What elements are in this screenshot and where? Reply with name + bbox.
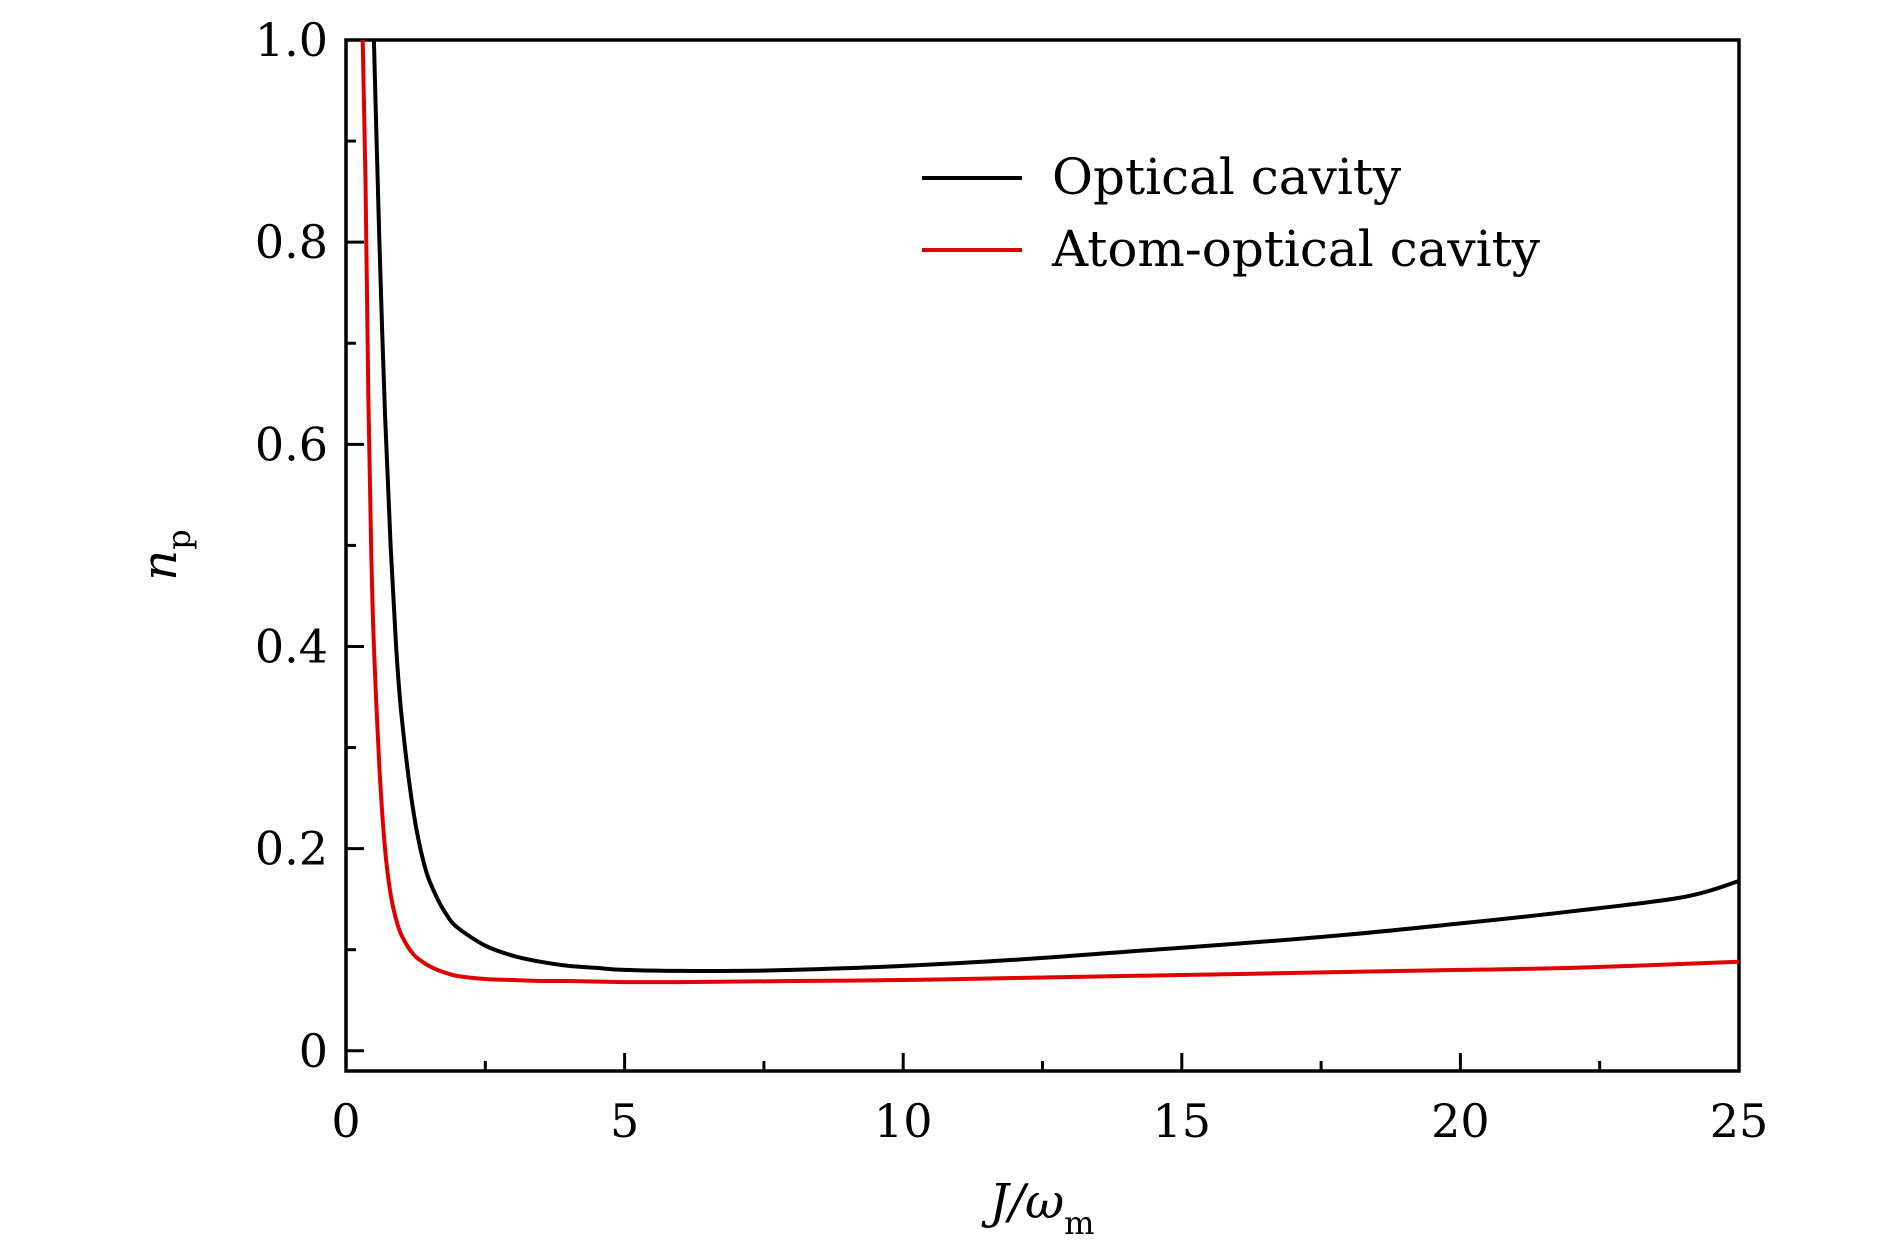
y-axis-label: np <box>132 529 198 580</box>
y-tick-label: 0.4 <box>255 619 328 673</box>
y-axis-label-sub: p <box>160 529 198 549</box>
series-line-optical-cavity <box>371 39 1740 974</box>
x-tick-label: 5 <box>610 1094 639 1148</box>
legend: Optical cavity Atom-optical cavity <box>922 148 1541 278</box>
x-axis-label-sub: m <box>1064 1204 1094 1242</box>
x-tick-label: 25 <box>1710 1094 1769 1148</box>
x-tick-label: 15 <box>1153 1094 1212 1148</box>
y-tick-label: 0.2 <box>255 822 328 876</box>
x-tick-label: 10 <box>874 1094 933 1148</box>
y-tick-label: 0 <box>299 1024 328 1078</box>
y-tick-label: 1.0 <box>255 13 328 67</box>
x-tick-label: 20 <box>1431 1094 1490 1148</box>
x-axis-label-main: J/ω <box>981 1174 1065 1230</box>
y-axis-label-main: n <box>132 550 188 581</box>
legend-label-atom-optical-cavity: Atom-optical cavity <box>1051 220 1541 278</box>
y-tick-label: 0.8 <box>255 215 328 269</box>
series <box>360 39 1740 985</box>
x-tick-label: 0 <box>331 1094 360 1148</box>
x-axis-label: J/ωm <box>981 1174 1095 1242</box>
series-line-atom-optical-cavity <box>360 39 1740 985</box>
ticks: 0 5 10 15 20 25 0 0.2 0.4 0.6 0.8 1.0 <box>255 13 1768 1148</box>
y-tick-label: 0.6 <box>255 417 328 471</box>
legend-label-optical-cavity: Optical cavity <box>1052 148 1402 206</box>
